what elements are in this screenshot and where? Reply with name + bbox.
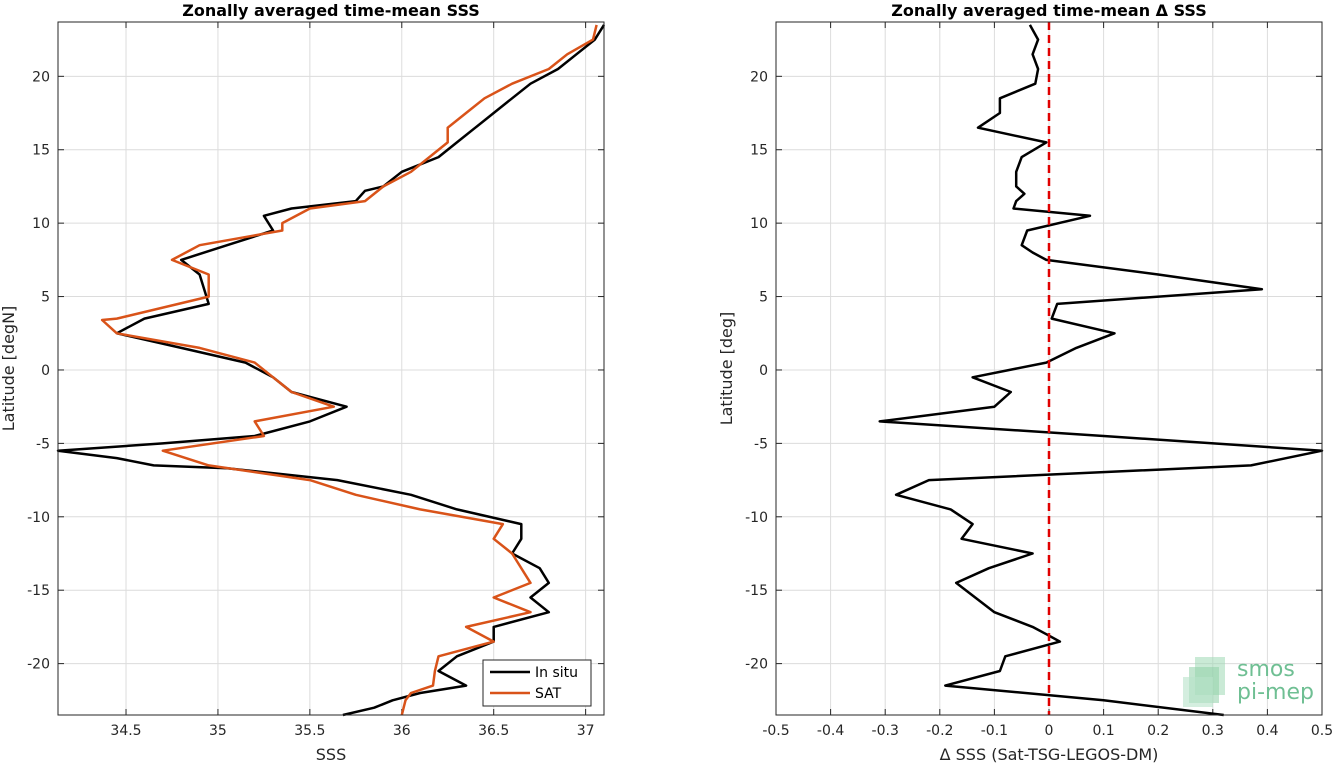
y-tick-label: -10	[745, 510, 768, 526]
legend-label-sat: SAT	[535, 686, 562, 702]
plot-frame	[57, 21, 605, 716]
y-tick-labels: -20 -15 -10 -5 0 5 10 15 20	[745, 69, 768, 672]
x-tick-label: 0.4	[1256, 723, 1278, 739]
y-tick-label: 10	[750, 216, 768, 232]
y-tick-label: 15	[32, 143, 50, 159]
series-line-sat	[100, 24, 598, 716]
series-line-in-situ	[56, 24, 606, 717]
y-axis-label: Latitude [degN]	[0, 306, 18, 432]
y-tick-label: -5	[754, 436, 768, 452]
x-tick-label: 34.5	[110, 723, 141, 739]
y-tick-label: 15	[750, 143, 768, 159]
x-tick-label: 0.3	[1202, 723, 1224, 739]
x-tick-labels: -0.5 -0.4 -0.3 -0.2 -0.1 0 0.1 0.2 0.3 0.4 0.5	[762, 723, 1333, 739]
y-tick-label: 10	[32, 216, 50, 232]
x-axis-label: SSS	[316, 745, 346, 764]
x-tick-label: -0.2	[926, 723, 953, 739]
x-tick-label: 37	[577, 723, 595, 739]
x-tick-label: -0.3	[872, 723, 899, 739]
y-tick-label: -20	[745, 657, 768, 673]
series-line-0	[878, 24, 1324, 717]
series-lines	[56, 24, 606, 717]
legend: In situ SAT	[482, 659, 592, 707]
sss-profile-panel: 34.5 35 35.5 36 36.5 37 -20 -15 -10 -5 0 5 10 15 20 Z…	[0, 1, 606, 764]
logo-text-smos: smos	[1237, 657, 1295, 682]
x-tick-labels: 34.5 35 35.5 36 36.5 37	[110, 723, 594, 739]
y-tick-label: 0	[41, 363, 50, 379]
series-lines	[878, 24, 1324, 717]
legend-box	[482, 659, 592, 707]
y-tick-labels: -20 -15 -10 -5 0 5 10 15 20	[27, 69, 50, 672]
y-tick-label: 5	[41, 290, 50, 306]
x-tick-label: 36.5	[478, 723, 509, 739]
y-tick-label: 5	[759, 290, 768, 306]
plot-frame	[775, 21, 1323, 716]
x-tick-label: -0.1	[981, 723, 1008, 739]
y-tick-label: 20	[750, 69, 768, 85]
x-tick-label: 35.5	[294, 723, 325, 739]
plot-area	[58, 22, 604, 715]
y-axis-label: Latitude [deg]	[717, 312, 736, 426]
logo-mark-layer	[1183, 677, 1213, 707]
chart-title: Zonally averaged time-mean SSS	[182, 1, 480, 20]
legend-label-in-situ: In situ	[535, 665, 578, 681]
y-tick-label: -10	[27, 510, 50, 526]
y-tick-label: -5	[36, 436, 50, 452]
x-tick-label: 36	[393, 723, 411, 739]
logo-text-pimep: pi-mep	[1237, 680, 1314, 705]
y-tick-label: -15	[27, 583, 50, 599]
x-axis-label: Δ SSS (Sat-TSG-LEGOS-DM)	[940, 745, 1159, 764]
x-tick-label: 0	[1045, 723, 1054, 739]
x-tick-label: 0.2	[1147, 723, 1169, 739]
y-tick-label: 20	[32, 69, 50, 85]
x-tick-label: -0.4	[817, 723, 844, 739]
delta-sss-panel: smos pi-mep -0.5 -0.4 -0.3 -0.2 -0.1 0 0.1 0.2 0…	[717, 1, 1333, 764]
smos-pimep-logo: smos pi-mep	[1183, 657, 1314, 707]
x-tick-label: 35	[209, 723, 227, 739]
y-tick-label: -20	[27, 657, 50, 673]
y-tick-label: 0	[759, 363, 768, 379]
chart-title: Zonally averaged time-mean Δ SSS	[891, 1, 1207, 20]
x-tick-label: 0.1	[1092, 723, 1114, 739]
x-tick-label: -0.5	[762, 723, 789, 739]
y-tick-label: -15	[745, 583, 768, 599]
x-tick-label: 0.5	[1311, 723, 1333, 739]
